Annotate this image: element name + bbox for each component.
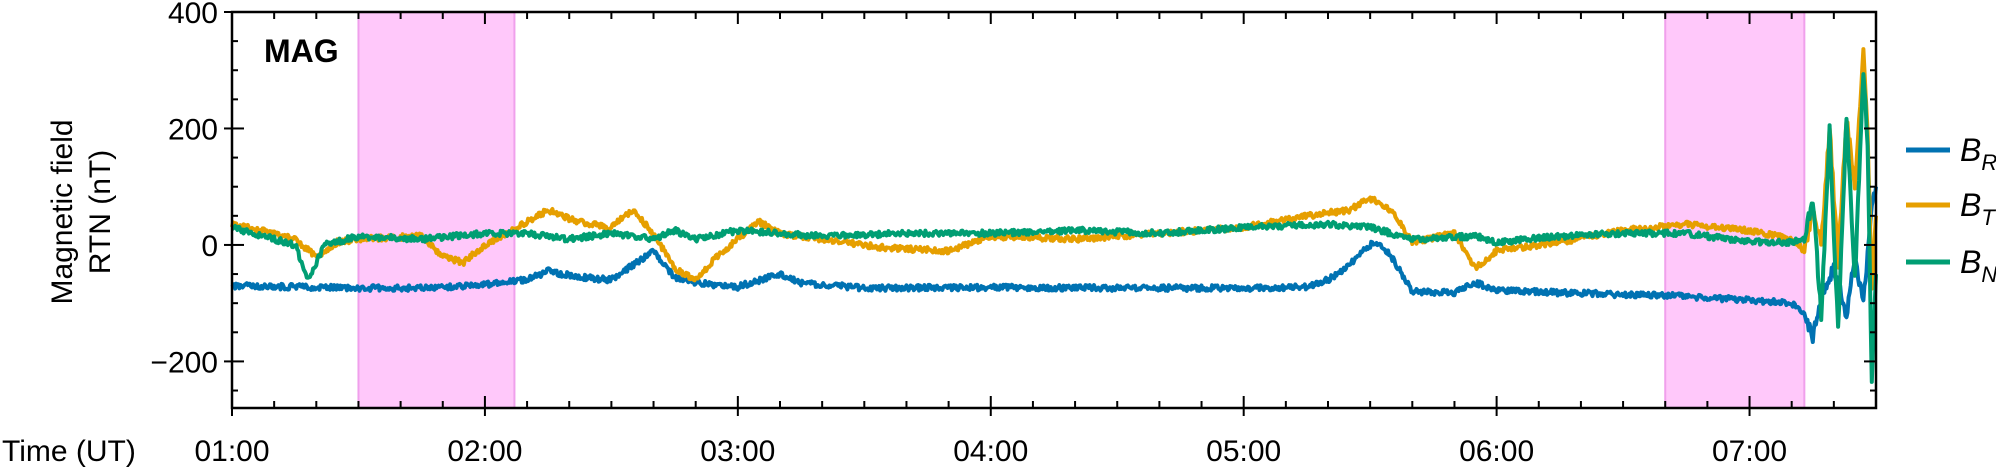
panel-label: MAG: [264, 33, 339, 69]
plot-frame: [230, 10, 1878, 410]
shaded-interval-layer: [357, 11, 1806, 409]
y-axis-title: Magnetic field RTN (nT): [46, 119, 117, 304]
legend: BR BT BN: [1906, 132, 1996, 287]
x-tick-label: 06:00: [1459, 435, 1534, 468]
legend-label-br: BR: [1960, 132, 1996, 175]
x-axis-label: Time (UT): [2, 435, 136, 468]
series-layer: [230, 47, 1878, 384]
y-tick-label: 0: [201, 230, 218, 263]
shaded-interval-2: [1664, 11, 1806, 409]
y-tick-label: −200: [150, 346, 218, 379]
legend-label-bt: BT: [1960, 187, 1996, 230]
y-tick-label: 400: [168, 0, 218, 30]
x-tick-label: 03:00: [700, 435, 775, 468]
legend-label-bn: BN: [1960, 244, 1996, 287]
series-line-bn: [231, 72, 1878, 384]
x-tick-label: 05:00: [1206, 435, 1281, 468]
series-line-br: [230, 186, 1878, 344]
y-tick-label: 200: [168, 113, 218, 146]
shaded-interval-1: [357, 11, 516, 409]
x-tick-label: 04:00: [953, 435, 1028, 468]
x-tick-label: 01:00: [194, 435, 269, 468]
y-axis-label-line2: RTN (nT): [84, 150, 117, 274]
x-tick-label: 07:00: [1712, 435, 1787, 468]
tick-layer: −200 0 200 400 01:00 02:00 03:00 04:00 05:00 06:0…: [150, 0, 1877, 468]
y-axis-label-line1: Magnetic field: [46, 119, 79, 304]
x-tick-label: 02:00: [447, 435, 522, 468]
